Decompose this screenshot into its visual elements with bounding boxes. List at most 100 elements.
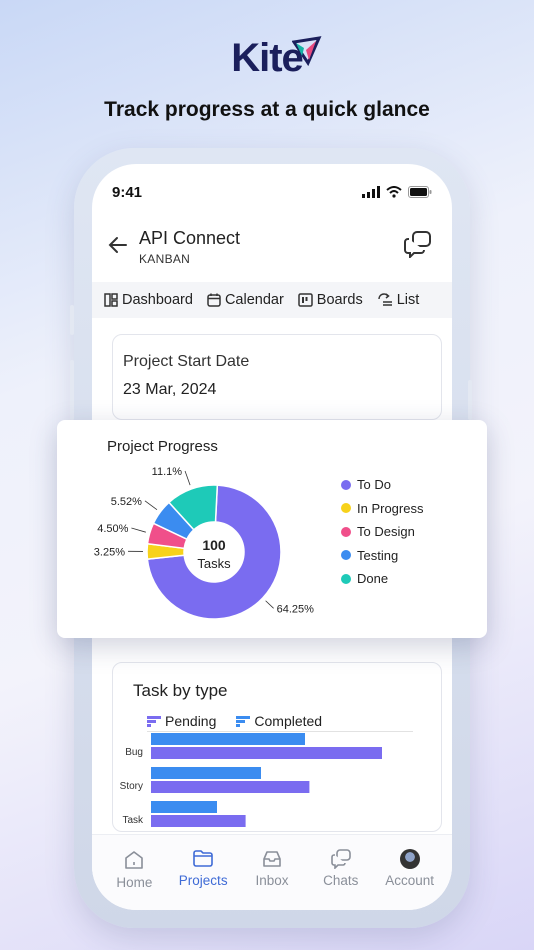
home-icon: [125, 851, 144, 869]
legend-divider: [147, 731, 413, 732]
donut-value-label: 4.50%: [97, 523, 128, 535]
bar-pending-bug: [151, 747, 382, 759]
view-tabs: Dashboard Calendar Boards List: [92, 282, 452, 318]
inbox-icon: [263, 851, 281, 867]
list-icon: [377, 293, 392, 306]
task-by-type-card: Task by type Pending Completed Bug Story T…: [112, 662, 442, 832]
legend-item-to-design: To Design: [341, 520, 423, 544]
tab-label: Dashboard: [122, 292, 193, 308]
bar-pending-story: [151, 781, 310, 793]
tab-label: Calendar: [224, 292, 284, 308]
nav-label: Projects: [178, 873, 228, 888]
back-arrow-icon[interactable]: [108, 236, 128, 254]
bar-pending-task: [151, 815, 246, 827]
legend-pending: Pending: [147, 713, 216, 729]
legend-item-todo: To Do: [341, 473, 423, 497]
brand-name: Kite: [231, 36, 304, 80]
donut-value-label: 64.25%: [277, 603, 315, 615]
legend-item-done: Done: [341, 567, 423, 591]
page-subtitle: KANBAN: [139, 252, 191, 266]
legend-label: To Do: [357, 477, 391, 493]
wifi-icon: [386, 186, 402, 198]
calendar-icon: [207, 293, 221, 307]
legend-dot: [341, 526, 351, 537]
logo-arrow-icon: [292, 36, 322, 66]
donut-value-label: 3.25%: [94, 546, 125, 558]
progress-legend: To Do In Progress To Design Testing Done: [341, 473, 423, 591]
project-start-label: Project Start Date: [123, 353, 250, 370]
legend-label: To Design: [357, 524, 415, 540]
donut-leader-line: [265, 600, 274, 609]
legend-dot: [341, 573, 351, 584]
bottom-nav: Home Projects Inbox Chats Account: [92, 834, 452, 910]
page-title: API Connect: [139, 228, 241, 248]
donut-value-label: 5.52%: [111, 496, 142, 508]
status-time: 9:41: [112, 184, 143, 201]
project-progress-title: Project Progress: [107, 438, 218, 455]
bar-category-label: Bug: [125, 747, 143, 758]
signal-icon: [362, 186, 380, 198]
task-by-type-title: Task by type: [133, 681, 228, 700]
legend-dot: [341, 503, 351, 514]
task-type-bar-chart: Bug Story Task: [120, 733, 382, 827]
brand-logo: Kite: [0, 36, 534, 81]
legend-completed: Completed: [236, 713, 322, 729]
nav-projects[interactable]: Projects: [171, 849, 235, 910]
folder-icon: [193, 850, 213, 867]
side-button: [468, 380, 472, 420]
bar-completed-story: [151, 767, 261, 779]
app-header: API Connect KANBAN: [108, 228, 436, 268]
donut-center-label: Tasks: [197, 556, 231, 571]
project-progress-card: Project Progress 100 Tasks 64.25% 3.25% 4.50…: [57, 420, 487, 638]
task-by-type-legend: Pending Completed: [147, 713, 322, 729]
nav-inbox[interactable]: Inbox: [240, 849, 304, 910]
side-button: [70, 305, 74, 335]
progress-donut-chart: 100 Tasks 64.25% 3.25% 4.50% 5.52% 11.1%: [94, 466, 315, 620]
pending-legend-icon: [147, 716, 161, 727]
legend-dot: [341, 550, 351, 561]
donut-leader-line: [144, 500, 158, 511]
tab-label: List: [396, 292, 420, 308]
nav-label: Inbox: [255, 873, 289, 888]
bar-category-label: Story: [120, 781, 143, 792]
chat-icon[interactable]: [404, 230, 432, 258]
project-start-card: Project Start Date 23 Mar, 2024: [112, 334, 442, 420]
legend-label: Done: [357, 571, 389, 587]
legend-item-testing: Testing: [341, 544, 423, 568]
tab-list[interactable]: List: [377, 292, 420, 308]
nav-account[interactable]: Account: [378, 849, 442, 910]
nav-label: Home: [116, 875, 153, 890]
tab-calendar[interactable]: Calendar: [207, 292, 284, 308]
boards-icon: [298, 293, 313, 307]
project-start-value: 23 Mar, 2024: [123, 381, 217, 398]
battery-icon: [408, 186, 432, 198]
legend-label: In Progress: [357, 500, 424, 516]
donut-leader-line: [184, 470, 191, 486]
chats-icon: [330, 849, 351, 869]
nav-label: Chats: [323, 873, 359, 888]
legend-label: Testing: [357, 547, 399, 563]
status-bar: 9:41: [112, 184, 432, 204]
donut-slice-todo: [146, 484, 282, 620]
completed-legend-icon: [236, 716, 251, 727]
bar-completed-task: [151, 801, 217, 813]
donut-slice-done: [167, 484, 219, 531]
tab-boards[interactable]: Boards: [298, 292, 363, 308]
nav-home[interactable]: Home: [102, 849, 166, 910]
donut-leader-line: [131, 527, 146, 533]
legend-completed-label: Completed: [254, 713, 323, 729]
legend-pending-label: Pending: [165, 713, 217, 729]
legend-item-in-progress: In Progress: [341, 497, 423, 521]
dashboard-icon: [104, 293, 118, 307]
tab-label: Boards: [316, 292, 363, 308]
legend-dot: [341, 479, 351, 490]
donut-value-label: 11.1%: [152, 466, 183, 478]
tagline: Track progress at a quick glance: [104, 98, 430, 121]
tab-dashboard[interactable]: Dashboard: [104, 292, 193, 308]
bar-category-label: Task: [122, 815, 144, 826]
side-button: [70, 360, 74, 420]
nav-label: Account: [385, 873, 434, 888]
bar-completed-bug: [151, 733, 305, 745]
nav-chats[interactable]: Chats: [309, 849, 373, 910]
avatar: [399, 849, 420, 869]
